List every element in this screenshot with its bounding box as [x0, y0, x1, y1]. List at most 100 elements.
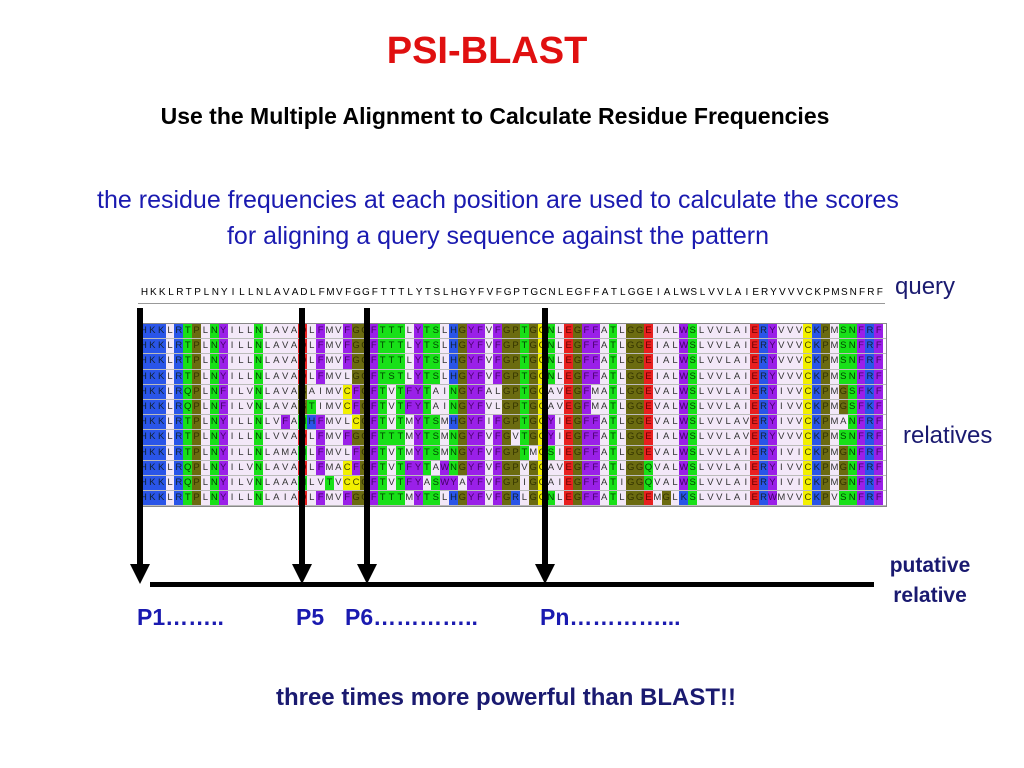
residue: P [192, 430, 202, 445]
residue: G [626, 475, 636, 491]
residue: K [812, 399, 822, 415]
residue: S [431, 491, 441, 506]
residue: V [245, 384, 255, 399]
residue: V [652, 475, 662, 491]
query-residue: A [663, 287, 671, 298]
residue: E [750, 475, 760, 491]
residue: Y [413, 399, 423, 415]
residue: R [174, 339, 184, 354]
residue: A [289, 445, 299, 460]
query-residue: E [646, 287, 653, 298]
residue: V [706, 460, 715, 475]
residue: V [776, 430, 786, 445]
residue: T [395, 354, 405, 369]
residue: S [838, 339, 848, 354]
query-residue: G [353, 287, 361, 298]
residue: F [475, 430, 485, 445]
residue: V [271, 415, 281, 430]
residue: T [422, 415, 432, 430]
residue: R [759, 491, 769, 506]
residue: Y [768, 369, 777, 384]
residue: K [156, 430, 166, 445]
query-residue: L [203, 287, 210, 298]
residue: G [626, 445, 636, 460]
residue: V [714, 460, 724, 475]
residue: K [147, 475, 157, 491]
residue: Y [768, 354, 777, 369]
residue: A [289, 369, 299, 384]
query-residue: K [158, 287, 166, 298]
residue: L [723, 491, 733, 506]
residue: I [280, 491, 290, 506]
residue: T [608, 369, 618, 384]
residue: T [608, 430, 618, 445]
residue: G [502, 475, 512, 491]
residue: A [271, 384, 281, 399]
residue: H [449, 354, 458, 369]
query-residue: L [239, 287, 245, 298]
residue: M [325, 354, 334, 369]
residue: T [183, 445, 193, 460]
residue: V [280, 339, 290, 354]
residue: S [688, 384, 698, 399]
residue: W [679, 460, 688, 475]
residue: I [652, 324, 662, 339]
residue: L [670, 430, 680, 445]
residue: L [201, 415, 210, 430]
residue: L [342, 445, 352, 460]
residue: E [564, 445, 574, 460]
residue: Y [413, 430, 423, 445]
residue: L [404, 369, 414, 384]
residue: A [661, 475, 671, 491]
residue: Y [413, 339, 423, 354]
residue: T [183, 491, 193, 506]
residue: L [165, 399, 175, 415]
alignment-row: HKKLRTPLNYILLNLAVADLFMVFGGFTTTLYTSLHGYFV… [139, 339, 886, 355]
residue: T [422, 339, 432, 354]
arrow-head-icon [130, 564, 150, 584]
query-residue: S [840, 287, 848, 298]
residue: K [156, 491, 166, 506]
residue: F [590, 491, 600, 506]
query-residue: F [584, 287, 591, 298]
residue: T [422, 399, 432, 415]
residue: I [555, 415, 565, 430]
residue: I [519, 475, 529, 491]
residue: L [617, 415, 627, 430]
alignment-row: HKKLRTPLNYILLNLAVADLFMVFGGFTTTLYTSLHGYFV… [139, 354, 886, 370]
residue: A [661, 445, 671, 460]
query-residue: L [247, 287, 254, 298]
residue: V [387, 475, 396, 491]
residue: K [147, 369, 157, 384]
residue: H [139, 430, 148, 445]
query-residue: T [380, 287, 387, 298]
residue: T [608, 415, 618, 430]
residue: N [847, 491, 857, 506]
query-residue: K [814, 287, 822, 298]
residue: L [263, 415, 272, 430]
residue: G [573, 339, 582, 354]
residue: A [271, 491, 281, 506]
residue: V [776, 354, 786, 369]
residue: R [174, 324, 184, 339]
residue: E [564, 384, 574, 399]
residue: L [307, 430, 317, 445]
residue: S [431, 339, 441, 354]
residue: C [803, 354, 813, 369]
residue: P [821, 354, 831, 369]
alignment-row: HKKLRTPLNYILLNLAMANLFMVLFGFTVTMYTSMNGYFV… [139, 445, 886, 461]
residue: S [431, 369, 441, 384]
residue: P [192, 415, 202, 430]
residue: V [794, 384, 804, 399]
residue: S [688, 415, 698, 430]
query-residue: F [345, 287, 352, 298]
residue: A [661, 384, 671, 399]
residue: G [635, 369, 644, 384]
residue: G [573, 324, 582, 339]
residue: F [581, 384, 591, 399]
residue: H [139, 354, 148, 369]
residue: I [741, 384, 751, 399]
residue: F [590, 445, 600, 460]
residue: T [183, 415, 193, 430]
residue: G [626, 324, 636, 339]
